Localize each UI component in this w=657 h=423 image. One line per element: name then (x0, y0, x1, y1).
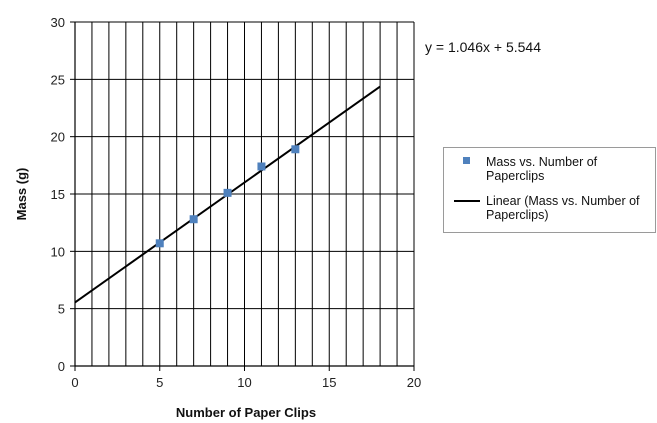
y-tick-label: 15 (51, 187, 65, 202)
line-marker-icon (454, 200, 480, 202)
gridlines (75, 21, 415, 366)
data-point (189, 215, 198, 224)
legend-label-scatter: Mass vs. Number of Paperclips (486, 155, 598, 183)
x-tick-label: 10 (237, 375, 251, 390)
y-tick-label: 10 (51, 244, 65, 259)
y-tick-label: 5 (58, 302, 65, 317)
legend: Mass vs. Number of Paperclips Linear (Ma… (443, 147, 656, 233)
x-tick-label: 20 (407, 375, 421, 390)
y-tick-label: 25 (51, 72, 65, 87)
data-point (257, 162, 266, 171)
trendline-equation: y = 1.046x + 5.544 (425, 39, 541, 55)
data-point (223, 188, 232, 197)
legend-symbol-scatter (454, 155, 480, 169)
x-tick-label: 5 (156, 375, 163, 390)
square-marker-icon (463, 157, 470, 164)
data-point (155, 239, 164, 248)
y-tick-label: 0 (58, 359, 65, 374)
x-axis-title: Number of Paper Clips (176, 405, 316, 420)
tick-labels: 0 5 10 15 20 0 5 10 15 20 25 30 (51, 15, 422, 390)
x-tick-label: 0 (71, 375, 78, 390)
data-points (155, 145, 300, 248)
legend-symbol-linear (454, 194, 480, 208)
legend-label-linear: Linear (Mass vs. Number of Paperclips) (486, 194, 640, 222)
y-tick-label: 30 (51, 15, 65, 30)
x-tick-label: 15 (322, 375, 336, 390)
data-point (291, 145, 300, 154)
y-tick-label: 20 (51, 130, 65, 145)
y-axis-title: Mass (g) (14, 168, 29, 221)
axes (70, 21, 415, 371)
